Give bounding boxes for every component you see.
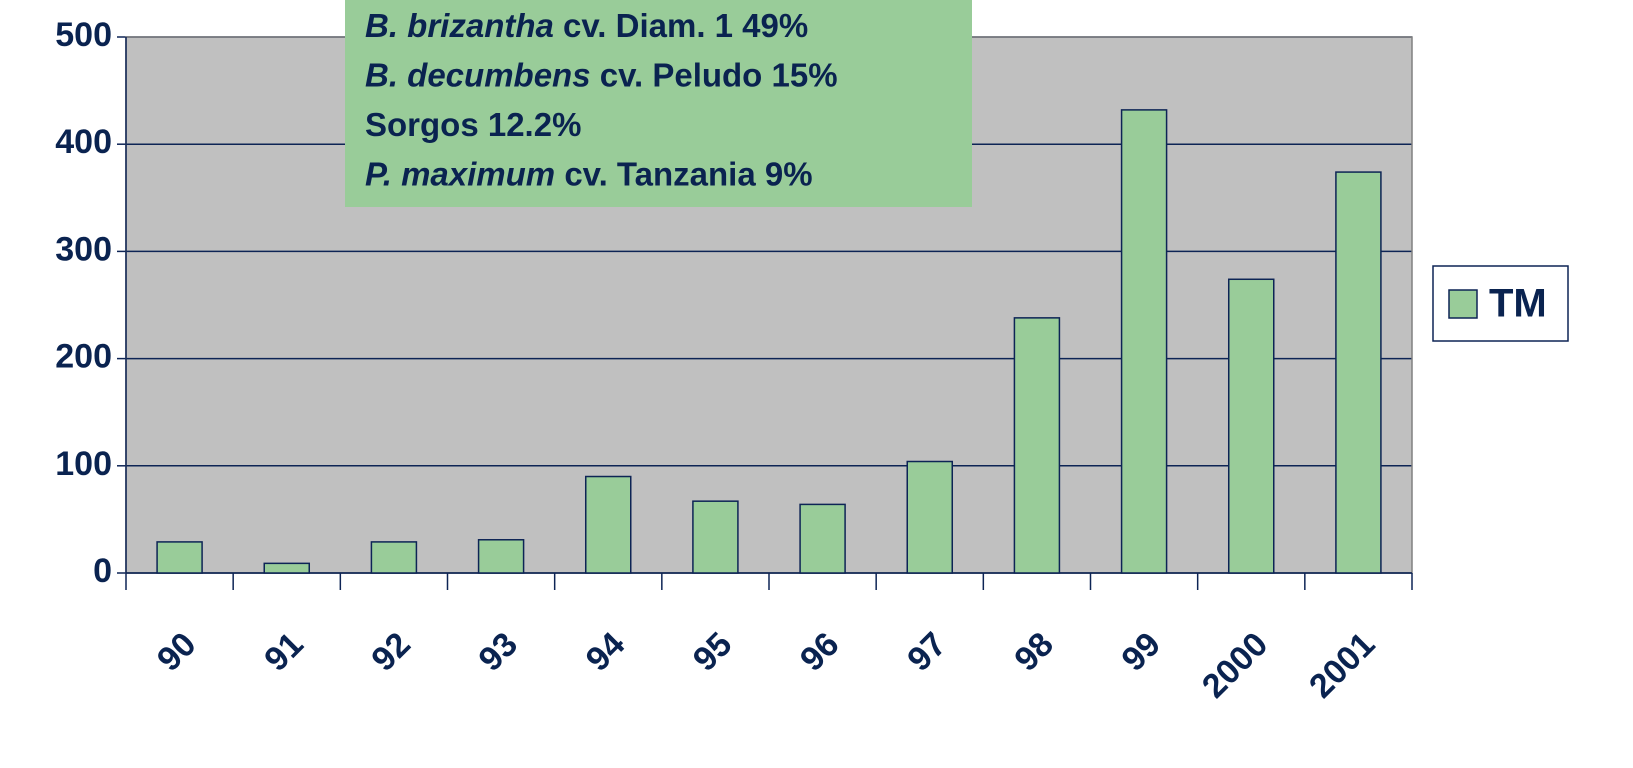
bar: [1227, 278, 1275, 574]
bar: [370, 541, 418, 574]
bar: [1335, 171, 1382, 574]
bar: [692, 500, 739, 574]
bar: [477, 539, 525, 574]
x-tick-label: 93: [471, 625, 525, 679]
species-name: B. decumbens: [365, 56, 591, 93]
legend-label: TM: [1489, 282, 1547, 326]
y-tick-label: 200: [55, 338, 112, 376]
annotation-line: B. brizantha cv. Diam. 1 49%: [365, 7, 808, 44]
bar: [263, 562, 311, 574]
species-name: B. brizantha: [365, 7, 554, 44]
annotation-line: Sorgos 12.2%: [365, 106, 581, 143]
annotation-text: cv. Diam. 1 49%: [563, 7, 808, 44]
annotation-text: cv. Tanzania 9%: [564, 155, 812, 192]
x-tick-label: 94: [579, 625, 633, 679]
x-tick-label: 95: [686, 625, 740, 679]
bar: [906, 460, 954, 574]
annotation-line: P. maximum cv. Tanzania 9%: [365, 155, 813, 192]
x-tick-label: 91: [257, 625, 311, 679]
annotation-text: cv. Peludo 15%: [600, 56, 838, 93]
bar: [156, 541, 203, 574]
bar: [1013, 317, 1061, 574]
bar: [584, 475, 632, 574]
bar: [799, 503, 846, 574]
x-tick-label: 99: [1114, 625, 1168, 679]
annotation-text: Sorgos 12.2%: [365, 106, 581, 143]
annotation-box: [345, 0, 972, 207]
x-tick-label: 2000: [1195, 625, 1275, 705]
x-tick-label: 96: [793, 625, 847, 679]
legend-swatch: [1448, 289, 1478, 319]
x-tick-label: 90: [150, 625, 204, 679]
y-tick-label: 0: [93, 552, 112, 590]
y-tick-label: 300: [55, 230, 112, 268]
y-tick-label: 100: [55, 445, 112, 483]
y-tick-label: 400: [55, 123, 112, 161]
species-name: P. maximum: [365, 155, 555, 192]
bar: [1120, 109, 1168, 574]
x-tick-label: 97: [900, 625, 954, 679]
annotation-line: B. decumbens cv. Peludo 15%: [365, 56, 838, 93]
x-tick-label: 2001: [1302, 625, 1382, 705]
y-tick-label: 500: [55, 16, 112, 54]
x-tick-label: 98: [1007, 625, 1061, 679]
x-tick-label: 92: [364, 625, 418, 679]
